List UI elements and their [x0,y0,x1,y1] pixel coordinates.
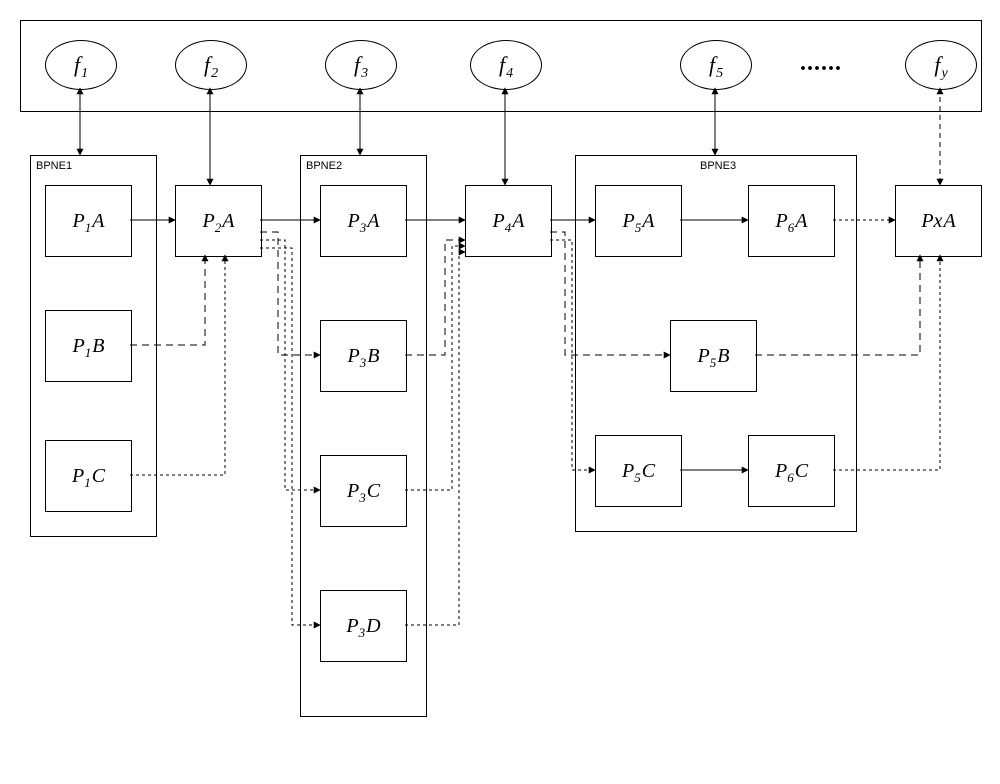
node-P5C: P5C [595,435,682,507]
node-P3D-label: P3D [346,615,380,638]
ellipse-fy-label: fy [934,52,947,78]
ellipse-f1: f1 [45,40,117,90]
node-P1C: P1C [45,440,132,512]
ellipse-f3-label: f3 [354,52,368,78]
node-P2A: P2A [175,185,262,257]
ellipse-fy: fy [905,40,977,90]
node-P2A-label: P2A [203,210,235,233]
node-P3B-label: P3B [348,345,380,368]
ellipse-f4: f4 [470,40,542,90]
node-P5C-label: P5C [622,460,655,483]
node-P1C-label: P1C [72,465,105,488]
group-bpne3-title: BPNE3 [700,160,736,172]
node-P4A: P4A [465,185,552,257]
node-P3C-label: P3C [347,480,380,503]
node-P6C-label: P6C [775,460,808,483]
node-P3B: P3B [320,320,407,392]
node-P6A: P6A [748,185,835,257]
group-bpne1-title: BPNE1 [36,160,72,172]
ellipse-f5-label: f5 [709,52,723,78]
group-bpne2-title: BPNE2 [306,160,342,172]
ellipse-f1-label: f1 [74,52,88,78]
ellipse-f2: f2 [175,40,247,90]
node-P5A-label: P5A [623,210,655,233]
node-P4A-label: P4A [493,210,525,233]
node-PxA: PxA [895,185,982,257]
node-P6C: P6C [748,435,835,507]
node-P3D: P3D [320,590,407,662]
node-P3A: P3A [320,185,407,257]
ellipse-f5: f5 [680,40,752,90]
node-PxA-label: PxA [921,210,955,233]
node-P1B-label: P1B [73,335,105,358]
node-P5A: P5A [595,185,682,257]
node-P5B: P5B [670,320,757,392]
ellipse-f4-label: f4 [499,52,513,78]
node-P6A-label: P6A [776,210,808,233]
ellipsis-dots: ...... [800,50,842,77]
node-P3C: P3C [320,455,407,527]
node-P1A: P1A [45,185,132,257]
node-P1A-label: P1A [73,210,105,233]
ellipse-f3: f3 [325,40,397,90]
node-P1B: P1B [45,310,132,382]
node-P5B-label: P5B [698,345,730,368]
ellipse-f2-label: f2 [204,52,218,78]
node-P3A-label: P3A [348,210,380,233]
